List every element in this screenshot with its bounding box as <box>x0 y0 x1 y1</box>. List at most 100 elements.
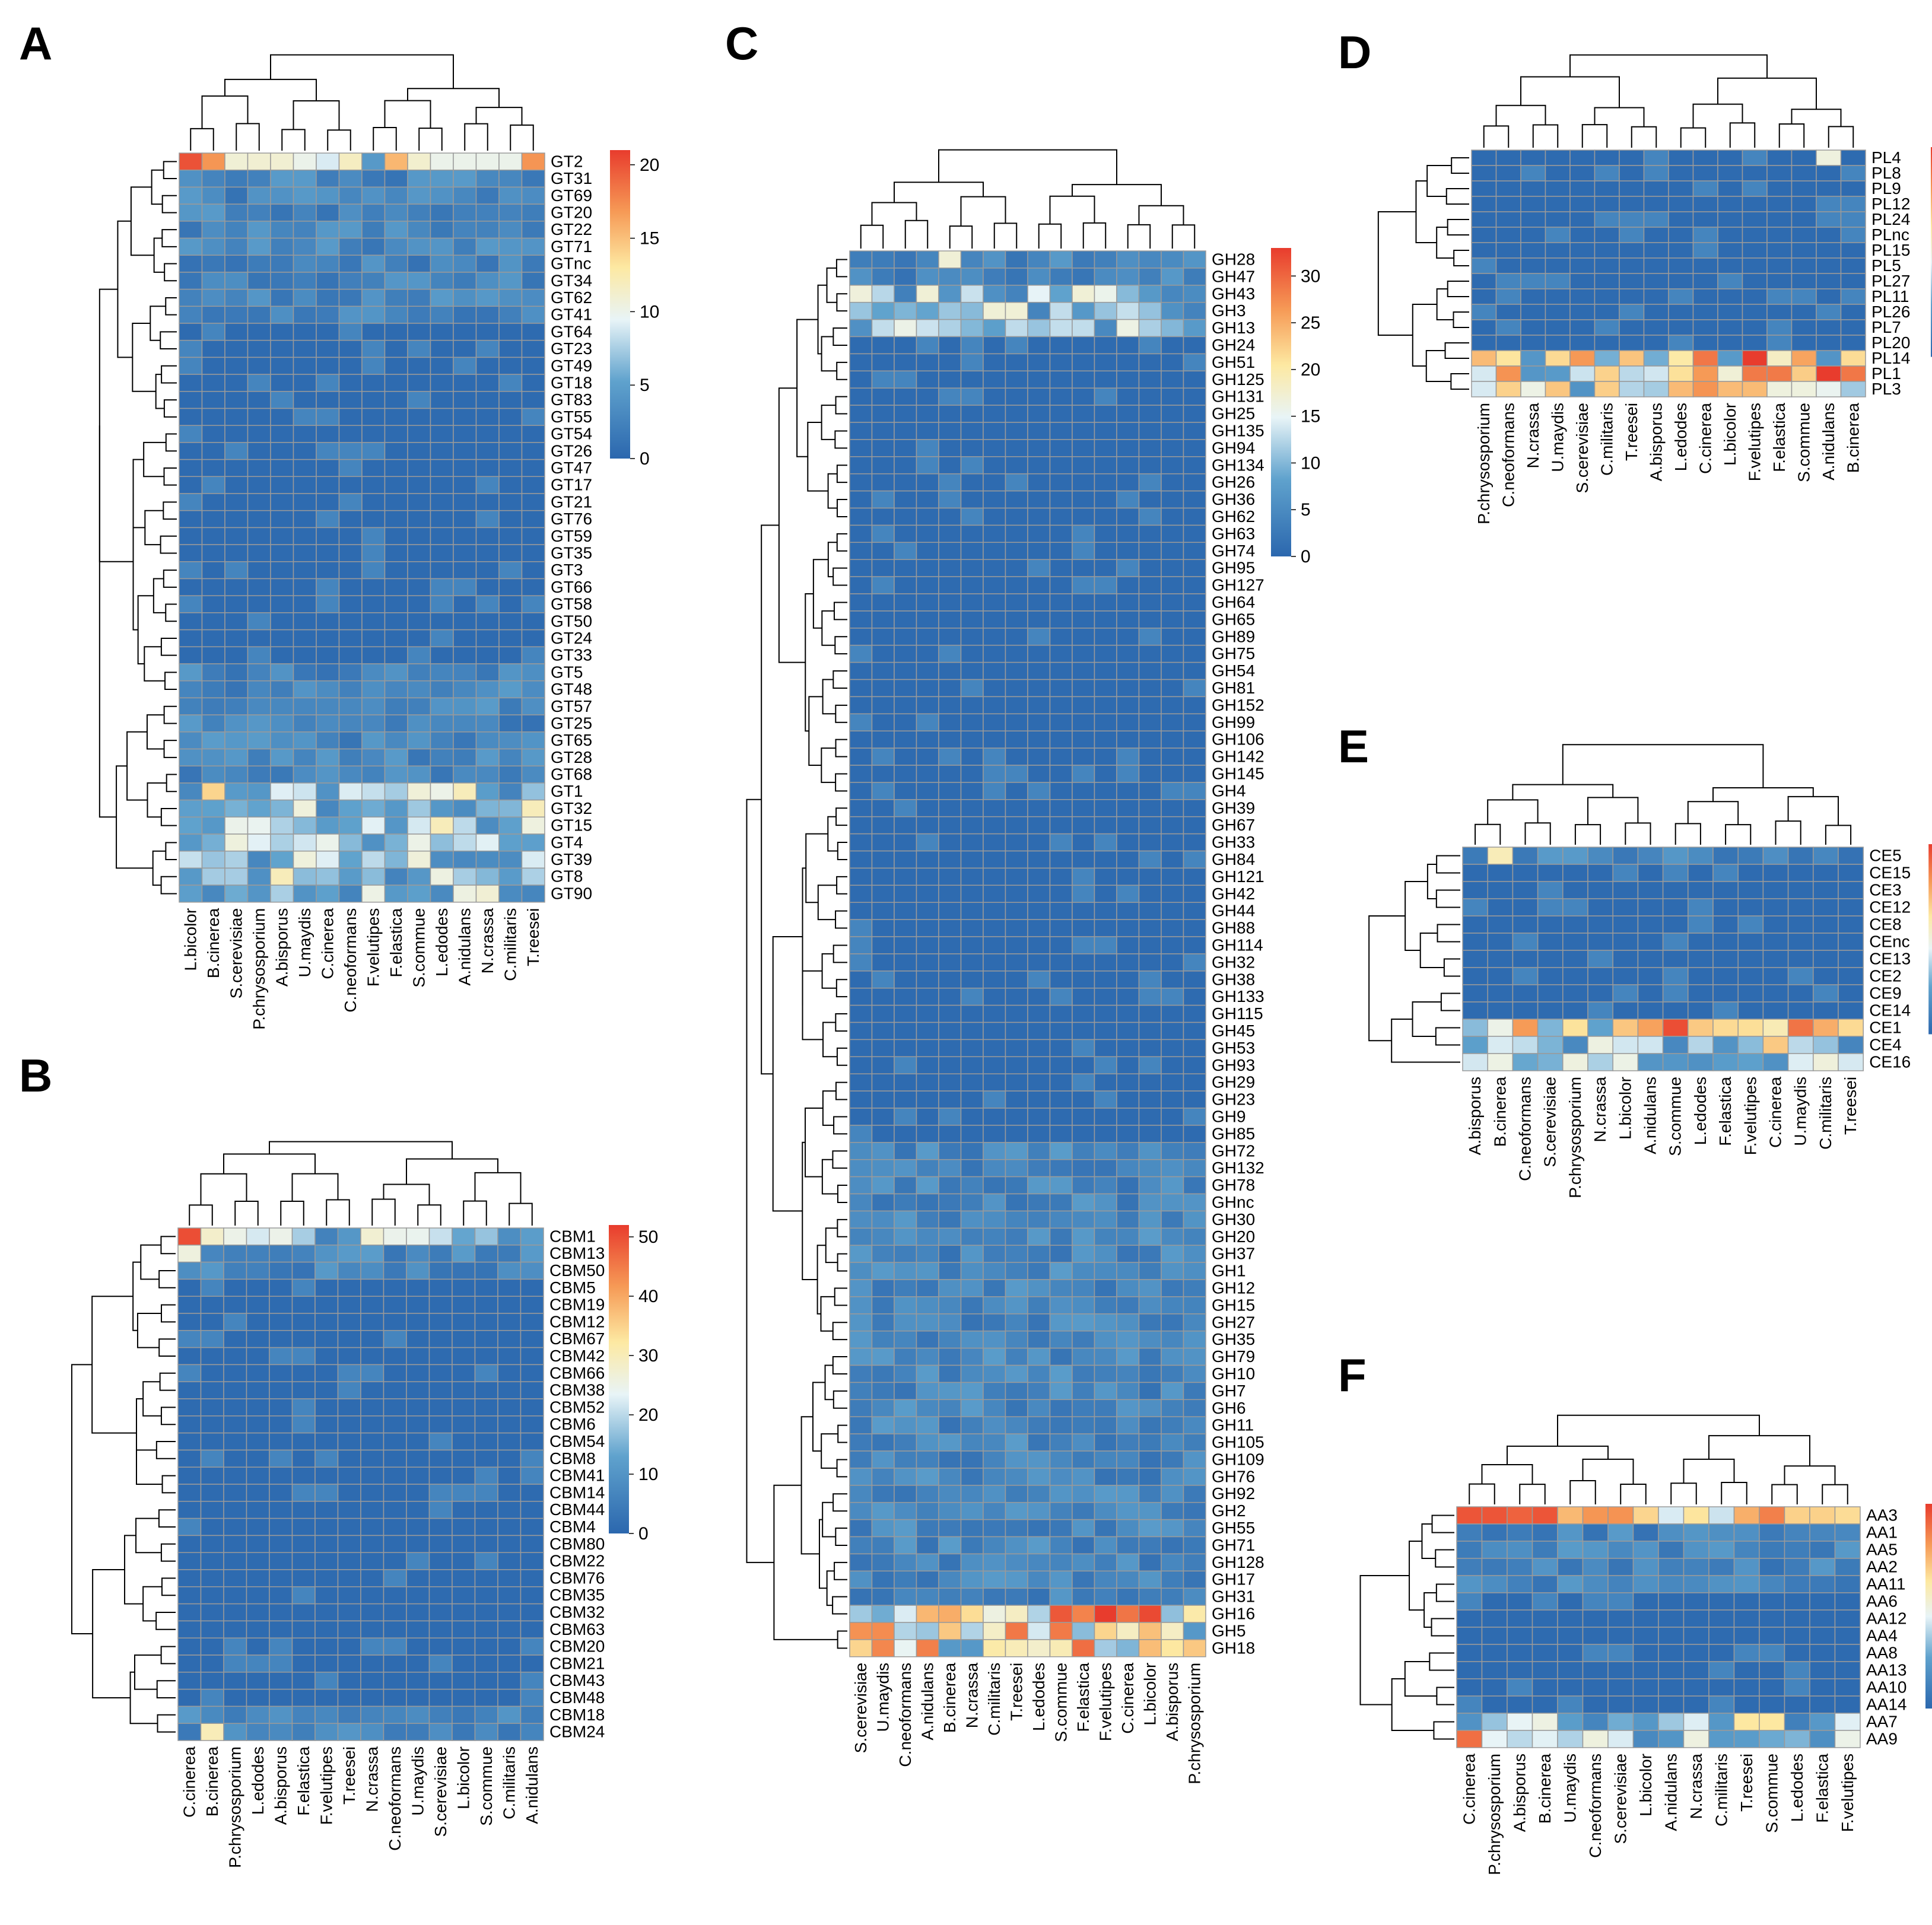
heatmap-cell <box>223 1227 247 1246</box>
row-label: GH6 <box>1212 1399 1246 1417</box>
column-dendrogram-branch <box>383 1183 430 1205</box>
heatmap-cell <box>1072 1347 1095 1366</box>
heatmap-cell <box>849 799 873 817</box>
heatmap-cell <box>938 696 962 715</box>
row-label: CBM32 <box>549 1603 605 1621</box>
heatmap-cell <box>428 1296 453 1314</box>
heatmap-cell <box>1138 301 1162 320</box>
heatmap-cell <box>1791 381 1817 397</box>
heatmap-cell <box>1049 1382 1073 1401</box>
heatmap-cell <box>361 374 386 392</box>
heatmap-cell <box>293 203 317 222</box>
heatmap-cell <box>498 339 523 358</box>
heatmap-cell <box>1816 165 1842 182</box>
heatmap-cell <box>1161 987 1184 1006</box>
heatmap-cell <box>1784 1678 1810 1697</box>
row-dendrogram-branch <box>833 602 847 621</box>
heatmap-cell <box>1737 915 1764 934</box>
row-label: CE1 <box>1869 1019 1901 1037</box>
heatmap-cell <box>1520 227 1546 243</box>
heatmap-cell <box>1594 196 1620 212</box>
heatmap-cell <box>383 1569 407 1587</box>
heatmap-cell <box>406 1296 430 1314</box>
heatmap-cell <box>983 730 1006 749</box>
heatmap-cell <box>1138 971 1162 989</box>
heatmap-cell <box>1787 984 1814 1003</box>
heatmap-cell <box>179 748 203 766</box>
heatmap-cell <box>849 1159 873 1178</box>
row-dendrogram-branch <box>98 425 117 818</box>
heatmap-cell <box>247 561 271 580</box>
heatmap-cell <box>849 1313 873 1332</box>
heatmap-cell <box>337 1586 361 1605</box>
heatmap-cell <box>453 561 477 580</box>
heatmap-cell <box>1027 850 1051 869</box>
heatmap-cell <box>960 696 984 715</box>
heatmap-cell <box>960 319 984 338</box>
heatmap-cell <box>1594 180 1620 197</box>
heatmap-cell <box>1456 1541 1483 1559</box>
heatmap-cell <box>871 1245 895 1263</box>
heatmap-cell <box>1005 661 1028 680</box>
heatmap-cell <box>246 1637 270 1656</box>
heatmap-cell <box>960 301 984 320</box>
heatmap-cell <box>1161 628 1184 646</box>
heatmap-cell <box>1005 867 1028 886</box>
heatmap-cell <box>1116 1485 1140 1503</box>
heatmap-cell <box>498 816 523 835</box>
row-label: CE15 <box>1869 864 1911 882</box>
heatmap-cell <box>521 374 545 392</box>
heatmap-cell <box>246 1688 270 1707</box>
heatmap-cell <box>1183 1108 1206 1126</box>
column-label: P.chrysosporium <box>1475 403 1493 524</box>
heatmap-cell <box>916 301 939 320</box>
colorbar-tick-label: 30 <box>638 1346 658 1366</box>
heatmap-cell <box>1161 353 1184 372</box>
heatmap-cell <box>1692 365 1718 382</box>
heatmap-cell <box>246 1723 270 1741</box>
column-label: C.neoformans <box>1499 403 1517 507</box>
heatmap-cell <box>360 1484 385 1502</box>
row-dendrogram-branch <box>835 259 847 278</box>
column-label: C.militaris <box>1712 1754 1730 1827</box>
heatmap-cell <box>384 544 408 562</box>
heatmap-cell <box>201 203 225 222</box>
heatmap-cell <box>1138 439 1162 457</box>
heatmap-cell <box>246 1432 270 1451</box>
heatmap-cell <box>1116 319 1140 338</box>
heatmap-cell <box>1027 799 1051 817</box>
row-dendrogram-branch <box>163 705 177 724</box>
heatmap-cell <box>894 1227 917 1246</box>
heatmap-cell <box>497 1517 522 1536</box>
heatmap-cell <box>916 919 939 937</box>
heatmap-cell <box>1049 1399 1073 1417</box>
heatmap-cell <box>224 288 249 307</box>
heatmap-cell <box>916 1039 939 1058</box>
heatmap-cell <box>1027 661 1051 680</box>
heatmap-cell <box>983 1176 1006 1195</box>
column-label: A.nidulans <box>455 908 474 986</box>
heatmap-cell <box>1766 335 1793 351</box>
heatmap-cell <box>360 1501 385 1519</box>
heatmap-cell <box>894 1605 917 1623</box>
heatmap-cell <box>270 339 294 358</box>
heatmap-cell <box>916 936 939 954</box>
heatmap-cell <box>428 1484 453 1502</box>
heatmap-cell <box>916 353 939 372</box>
column-label: L.bicolor <box>1637 1754 1655 1816</box>
row-label: GT4 <box>551 833 583 851</box>
row-label: AA8 <box>1866 1644 1898 1662</box>
heatmap-cell <box>430 629 454 648</box>
heatmap-cell <box>270 306 294 324</box>
heatmap-cell <box>849 1553 873 1572</box>
row-label: PL14 <box>1871 349 1910 367</box>
heatmap-cell <box>407 595 431 613</box>
heatmap-cell <box>1116 1382 1140 1401</box>
heatmap-cell <box>1507 1661 1533 1679</box>
heatmap-cell <box>960 473 984 492</box>
heatmap-cell <box>1161 833 1184 852</box>
heatmap-cell <box>1094 405 1117 423</box>
heatmap-cell <box>849 490 873 509</box>
heatmap-cell <box>406 1569 430 1587</box>
heatmap-cell <box>452 1569 476 1587</box>
